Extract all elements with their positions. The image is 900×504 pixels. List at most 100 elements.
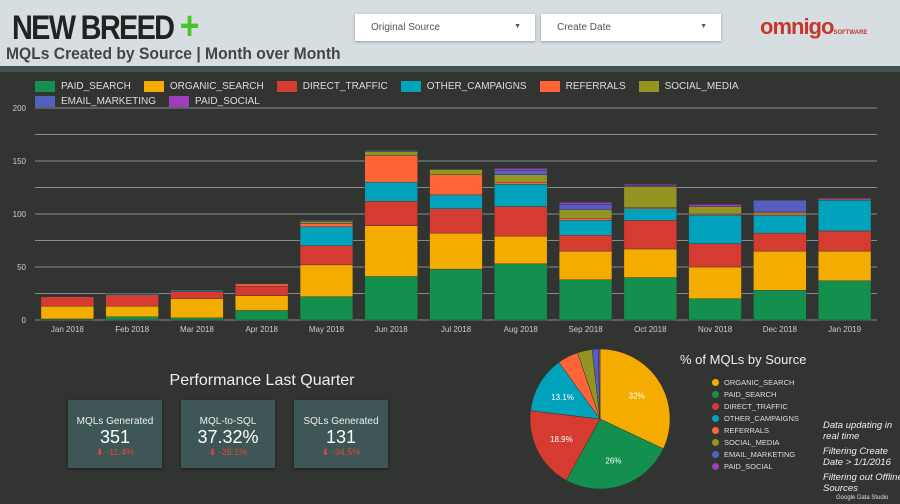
- legend-dot: [712, 450, 719, 458]
- legend-label: PAID_SEARCH: [724, 389, 777, 399]
- pie-label: 26%: [605, 456, 621, 465]
- bar-segment: [105, 306, 159, 318]
- legend-swatch: [35, 80, 55, 92]
- x-tick-label: Jan 2018: [51, 325, 84, 334]
- bar-segment: [429, 169, 483, 175]
- mql-to-sql-card: MQL-to-SQL 37.32% ⬇ -26.1%: [181, 400, 275, 468]
- bar-segment: [235, 285, 289, 296]
- legend-item[interactable]: ORGANIC_SEARCH: [143, 79, 264, 93]
- legend-label: PAID_SOCIAL: [195, 96, 260, 107]
- x-tick-label: Feb 2018: [115, 325, 149, 334]
- bar-segment: [494, 174, 548, 183]
- pie-legend-item[interactable]: PAID_SEARCH: [712, 388, 799, 400]
- logo-plus: +: [179, 4, 200, 48]
- bar-segment: [364, 225, 418, 277]
- pie-legend-item[interactable]: DIRECT_TRAFFIC: [712, 400, 799, 412]
- x-tick-label: May 2018: [309, 325, 345, 334]
- card-delta: ⬇ -34.5%: [321, 447, 361, 457]
- bar-segment: [40, 296, 94, 307]
- legend-swatch: [276, 80, 297, 92]
- bar-segment: [494, 170, 548, 175]
- pie-legend-item[interactable]: EMAIL_MARKETING: [712, 448, 799, 460]
- legend-item[interactable]: PAID_SOCIAL: [169, 95, 260, 109]
- bar-segment: [688, 214, 742, 244]
- pie-legend-item[interactable]: OTHER_CAMPAIGNS: [712, 412, 799, 424]
- bar-segment: [299, 296, 354, 321]
- bar-segment: [688, 298, 742, 321]
- pie-slice: [530, 362, 601, 420]
- bar-segment: [364, 276, 418, 321]
- legend-swatch: [143, 80, 164, 92]
- chevron-down-icon: ▼: [700, 23, 707, 30]
- omnigo-text: omnigo: [760, 14, 834, 39]
- bar-segment: [688, 266, 742, 299]
- bar-segment: [494, 181, 548, 185]
- card-value: 37.32%: [197, 427, 259, 447]
- legend-item[interactable]: REFERRALS: [539, 79, 626, 93]
- x-tick-label: Apr 2018: [245, 325, 278, 334]
- bar-segment: [688, 206, 742, 215]
- pie-legend-item[interactable]: REFERRALS: [712, 424, 799, 436]
- pie-label: 32%: [629, 392, 645, 401]
- delta-value: -11.4%: [106, 447, 134, 457]
- legend-label: EMAIL_MARKETING: [61, 96, 157, 107]
- bar-segment: [688, 243, 742, 268]
- bar-segment: [429, 232, 483, 270]
- bar-segment: [105, 294, 159, 307]
- legend-item[interactable]: DIRECT_TRAFFIC: [276, 79, 388, 93]
- new-breed-logo: NEW BREED +: [12, 4, 200, 49]
- pie-legend-item[interactable]: PAID_SOCIAL: [712, 460, 799, 472]
- original-source-filter[interactable]: Original Source ▼: [355, 14, 535, 41]
- bar-segment: [753, 290, 807, 321]
- sqls-generated-card: SQLs Generated 131 ⬇ -34.5%: [294, 400, 388, 468]
- legend-swatch: [539, 80, 560, 92]
- legend-dot: [712, 390, 719, 398]
- bar-legend: PAID_SEARCH ORGANIC_SEARCH DIRECT_TRAFFIC O…: [35, 79, 865, 110]
- legend-label: ORGANIC_SEARCH: [724, 377, 795, 387]
- legend-dot: [712, 438, 719, 446]
- card-value: 351: [99, 427, 131, 447]
- legend-item[interactable]: EMAIL_MARKETING: [35, 95, 156, 109]
- bar-segment: [494, 236, 548, 265]
- bar-segment: [818, 230, 872, 252]
- note-create-date: Filtering Create Date > 1/1/2016: [823, 446, 891, 468]
- pie-legend-item[interactable]: SOCIAL_MEDIA: [712, 436, 799, 448]
- bar-segment: [364, 151, 418, 156]
- bar-segment: [299, 226, 354, 247]
- x-tick-label: Jun 2018: [375, 325, 408, 334]
- bar-segment: [494, 206, 548, 237]
- bar-segment: [558, 204, 613, 210]
- bar-segment: [40, 306, 94, 320]
- mqls-generated-card: MQLs Generated 351 ⬇ -11.4%: [68, 400, 162, 468]
- bar-segment: [429, 268, 483, 321]
- legend-label: ORGANIC_SEARCH: [169, 80, 264, 92]
- bar-segment: [299, 220, 354, 222]
- bar-segment: [753, 200, 807, 213]
- legend-dot: [712, 402, 719, 410]
- bar-segment: [753, 214, 807, 234]
- note-updating: Data updating in real time: [823, 420, 893, 442]
- omnigo-sub: SOFTWARE: [833, 30, 868, 36]
- delta-value: -26.1%: [218, 447, 248, 457]
- bar-segment: [494, 184, 548, 207]
- legend-item[interactable]: PAID_SEARCH: [35, 79, 131, 93]
- pie-title: % of MQLs by Source: [680, 352, 807, 367]
- bar-segment: [299, 264, 354, 297]
- legend-item[interactable]: SOCIAL_MEDIA: [638, 79, 739, 93]
- pie-slice: [597, 348, 601, 420]
- bar-segment: [818, 280, 872, 321]
- legend-label: SOCIAL_MEDIA: [664, 80, 739, 92]
- legend-label: REFERRALS: [724, 425, 770, 435]
- legend-swatch: [169, 96, 190, 107]
- pie-legend-item[interactable]: ORGANIC_SEARCH: [712, 376, 799, 388]
- bar-segment: [429, 194, 483, 209]
- legend-swatch: [35, 96, 55, 107]
- legend-label: DIRECT_TRAFFIC: [302, 80, 388, 92]
- x-tick-label: Dec 2018: [763, 325, 798, 334]
- y-tick-label: 0: [22, 316, 27, 325]
- filter-label: Original Source: [371, 22, 440, 33]
- create-date-filter[interactable]: Create Date ▼: [541, 14, 721, 41]
- pie-legend: ORGANIC_SEARCH PAID_SEARCH DIRECT_TRAFFIC O…: [712, 376, 799, 472]
- legend-item[interactable]: OTHER_CAMPAIGNS: [400, 79, 527, 93]
- legend-dot: [712, 414, 719, 422]
